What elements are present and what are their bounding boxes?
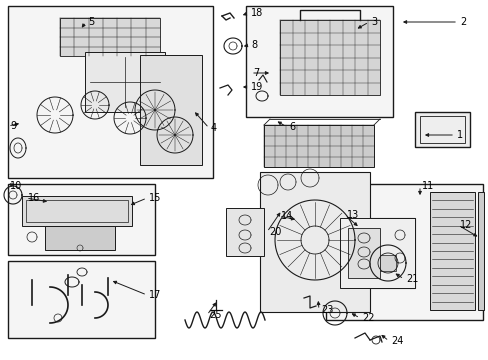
Text: 20: 20: [268, 227, 281, 237]
Bar: [325, 184, 482, 320]
Bar: [419, 116, 464, 143]
Text: 21: 21: [405, 274, 418, 284]
Text: 18: 18: [250, 8, 263, 18]
Bar: [264, 125, 373, 167]
Text: 4: 4: [210, 123, 217, 133]
Text: 13: 13: [346, 210, 359, 220]
Bar: [225, 208, 264, 256]
Bar: [429, 192, 474, 310]
Text: 17: 17: [149, 290, 161, 300]
Text: 15: 15: [149, 193, 161, 203]
Bar: [140, 55, 202, 165]
Bar: [26, 200, 128, 222]
Text: 9: 9: [10, 121, 16, 131]
Bar: [45, 226, 115, 250]
Bar: [8, 184, 155, 255]
Text: 2: 2: [459, 17, 465, 27]
Text: 24: 24: [390, 336, 403, 346]
Text: 7: 7: [252, 68, 259, 78]
Text: 5: 5: [88, 17, 94, 27]
Text: 23: 23: [320, 305, 333, 315]
Bar: [22, 196, 132, 226]
Bar: [60, 18, 160, 56]
Bar: [85, 52, 164, 112]
Bar: [347, 228, 379, 278]
Text: 22: 22: [361, 313, 374, 323]
Text: 14: 14: [281, 211, 293, 221]
Text: 19: 19: [250, 82, 263, 92]
Bar: [8, 261, 155, 338]
Bar: [245, 6, 392, 117]
Text: 12: 12: [459, 220, 471, 230]
Text: 10: 10: [10, 181, 22, 191]
Text: 1: 1: [456, 130, 462, 140]
Bar: [339, 218, 414, 288]
Bar: [379, 255, 395, 271]
Text: 8: 8: [250, 40, 257, 50]
Bar: [339, 218, 414, 288]
Text: 25: 25: [208, 310, 221, 320]
Text: 16: 16: [28, 193, 40, 203]
Text: 3: 3: [370, 17, 376, 27]
Bar: [260, 172, 369, 312]
Text: 6: 6: [288, 122, 295, 132]
Bar: [414, 112, 469, 147]
Bar: [280, 20, 379, 95]
Bar: [8, 6, 213, 178]
Text: 11: 11: [421, 181, 433, 191]
Bar: [477, 192, 483, 310]
